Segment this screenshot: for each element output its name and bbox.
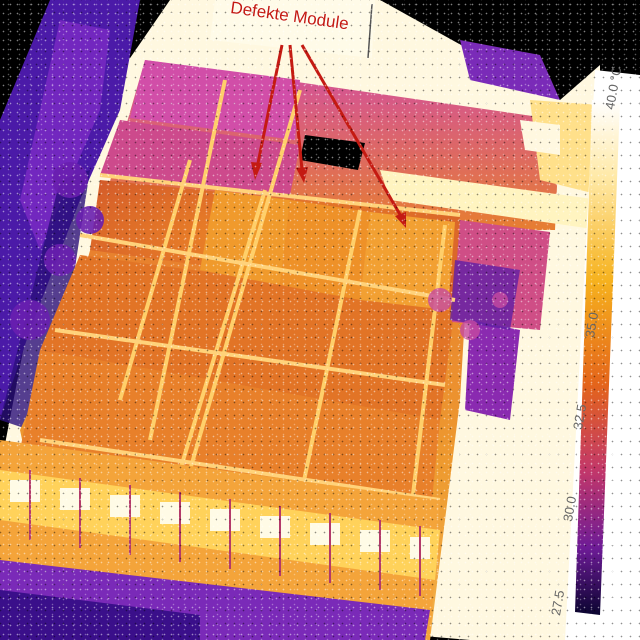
defect-callout: [210, 0, 406, 228]
color-scale-bar: [565, 70, 640, 640]
solar-panel-grid: [20, 79, 550, 521]
